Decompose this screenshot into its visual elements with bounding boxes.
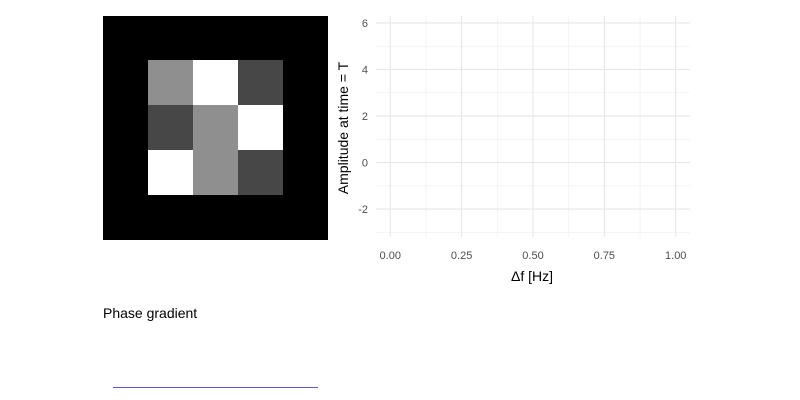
x-tick-label: 0.25 xyxy=(451,250,472,262)
phase-image-panel xyxy=(103,16,328,240)
x-tick-label: 1.00 xyxy=(665,250,686,262)
image-pixel xyxy=(193,105,238,150)
y-tick-label: -2 xyxy=(358,204,368,216)
y-axis-title: Amplitude at time = T xyxy=(335,61,351,194)
image-pixel xyxy=(238,150,283,195)
image-pixel xyxy=(148,60,193,105)
x-tick-label: 0.00 xyxy=(380,250,401,262)
y-tick-label: 2 xyxy=(362,111,368,123)
image-pixel xyxy=(193,60,238,105)
chart-ticks: 0.00 0.25 0.50 0.75 1.00 -2 0 2 4 6 xyxy=(358,18,686,262)
image-pixel xyxy=(238,60,283,105)
x-axis-title: Δf [Hz] xyxy=(511,268,553,284)
amplitude-chart: 0.00 0.25 0.50 0.75 1.00 -2 0 2 4 6 Δf [Hz] Ampli… xyxy=(335,16,690,284)
y-tick-label: 6 xyxy=(362,18,368,30)
chart-grid xyxy=(376,16,690,237)
x-tick-label: 0.50 xyxy=(522,250,543,262)
y-tick-label: 0 xyxy=(362,158,368,170)
image-pixel xyxy=(148,150,193,195)
image-pixel xyxy=(148,105,193,150)
phase-gradient-label: Phase gradient xyxy=(103,305,198,321)
image-pixel xyxy=(238,105,283,150)
y-tick-label: 4 xyxy=(362,65,368,77)
phase-gradient-slider[interactable] xyxy=(113,387,318,388)
x-tick-label: 0.75 xyxy=(594,250,615,262)
image-pixel xyxy=(193,150,238,195)
